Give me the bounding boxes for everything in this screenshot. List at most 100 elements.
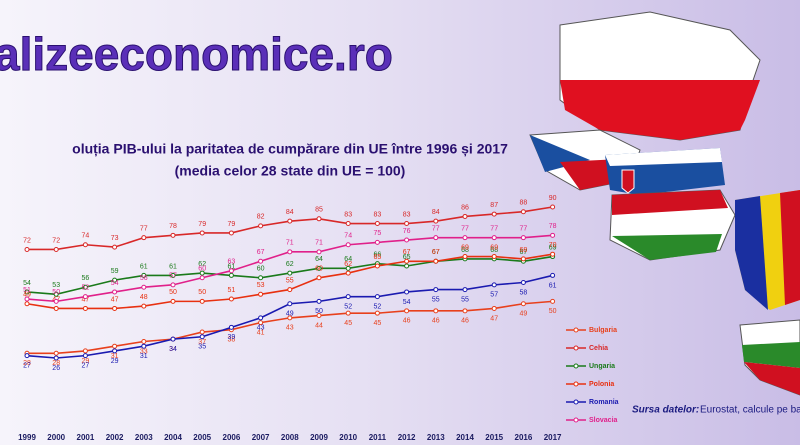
point — [550, 272, 556, 278]
data-label: 62 — [344, 261, 352, 268]
data-label: 50 — [52, 289, 60, 296]
data-label: 68 — [490, 247, 498, 254]
data-label: 52 — [344, 304, 352, 311]
data-label: 75 — [374, 230, 382, 237]
x-tick-label: 2001 — [77, 433, 95, 442]
point — [228, 230, 234, 236]
point — [433, 287, 439, 293]
x-tick-label: 2012 — [398, 433, 416, 442]
data-label: 28 — [52, 360, 60, 367]
point — [53, 291, 59, 297]
point — [112, 244, 118, 250]
data-label: 68 — [461, 247, 469, 254]
point — [141, 338, 147, 344]
data-label: 61 — [549, 282, 557, 289]
point — [258, 315, 264, 321]
data-label: 69 — [461, 244, 469, 251]
point — [550, 298, 556, 304]
point — [82, 294, 88, 300]
point — [404, 237, 410, 243]
point — [433, 218, 439, 224]
data-label: 50 — [169, 289, 177, 296]
data-label: 62 — [286, 261, 294, 268]
data-label: 67 — [403, 249, 411, 256]
point — [491, 254, 497, 260]
data-label: 50 — [315, 308, 323, 315]
point — [374, 310, 380, 316]
data-label: 79 — [198, 221, 206, 228]
data-label: 60 — [257, 266, 265, 273]
data-label: 64 — [344, 256, 352, 263]
data-label: 47 — [111, 296, 119, 303]
legend-label: Ungaria — [589, 363, 615, 370]
data-label: 43 — [257, 325, 265, 332]
point — [199, 298, 205, 304]
x-tick-label: 2011 — [369, 433, 387, 442]
data-label: 74 — [82, 233, 90, 240]
point — [491, 305, 497, 311]
point — [462, 213, 468, 219]
data-label: 63 — [228, 259, 236, 266]
data-label: 35 — [198, 344, 206, 351]
data-label: 38 — [228, 337, 236, 344]
point — [287, 249, 293, 255]
data-label: 87 — [490, 202, 498, 209]
data-label: 49 — [23, 292, 31, 299]
data-label: 77 — [520, 226, 528, 233]
data-label: 28 — [23, 360, 31, 367]
point — [112, 305, 118, 311]
data-label: 59 — [111, 268, 119, 275]
point — [345, 294, 351, 300]
data-label: 67 — [432, 249, 440, 256]
data-label: 78 — [169, 223, 177, 230]
x-tick-label: 2007 — [252, 433, 270, 442]
x-tick-label: 2017 — [544, 433, 562, 442]
source-label: Sursa datelor: — [632, 405, 699, 416]
point — [24, 301, 30, 307]
data-label: 72 — [52, 237, 60, 244]
data-label: 67 — [432, 249, 440, 256]
data-label: 54 — [23, 280, 31, 287]
point — [141, 284, 147, 290]
point — [316, 298, 322, 304]
data-label: 83 — [403, 211, 411, 218]
data-label: 77 — [432, 226, 440, 233]
data-label: 33 — [140, 348, 148, 355]
point — [287, 218, 293, 224]
point — [316, 265, 322, 271]
point — [258, 258, 264, 264]
data-label: 72 — [23, 237, 31, 244]
data-label: 64 — [315, 256, 323, 263]
legend-label: Polonia — [589, 381, 614, 388]
point — [316, 275, 322, 281]
point — [345, 221, 351, 227]
point — [287, 315, 293, 321]
point — [520, 209, 526, 215]
x-tick-label: 2006 — [223, 433, 241, 442]
data-label: 44 — [315, 322, 323, 329]
x-tick-label: 2005 — [193, 433, 211, 442]
point — [258, 320, 264, 326]
data-label: 65 — [403, 254, 411, 261]
point — [520, 301, 526, 307]
data-label: 69 — [549, 244, 557, 251]
legend-marker — [573, 399, 579, 405]
data-label: 47 — [490, 315, 498, 322]
point — [345, 242, 351, 248]
data-label: 61 — [140, 263, 148, 270]
data-label: 74 — [344, 233, 352, 240]
point — [170, 232, 176, 238]
data-label: 53 — [257, 282, 265, 289]
data-label: 49 — [286, 311, 294, 318]
point — [550, 232, 556, 238]
point — [433, 258, 439, 264]
point — [228, 268, 234, 274]
point — [462, 254, 468, 260]
point — [404, 258, 410, 264]
legend-marker — [573, 363, 579, 369]
data-label: 68 — [520, 247, 528, 254]
point — [491, 282, 497, 288]
point — [287, 287, 293, 293]
data-label: 56 — [140, 275, 148, 282]
